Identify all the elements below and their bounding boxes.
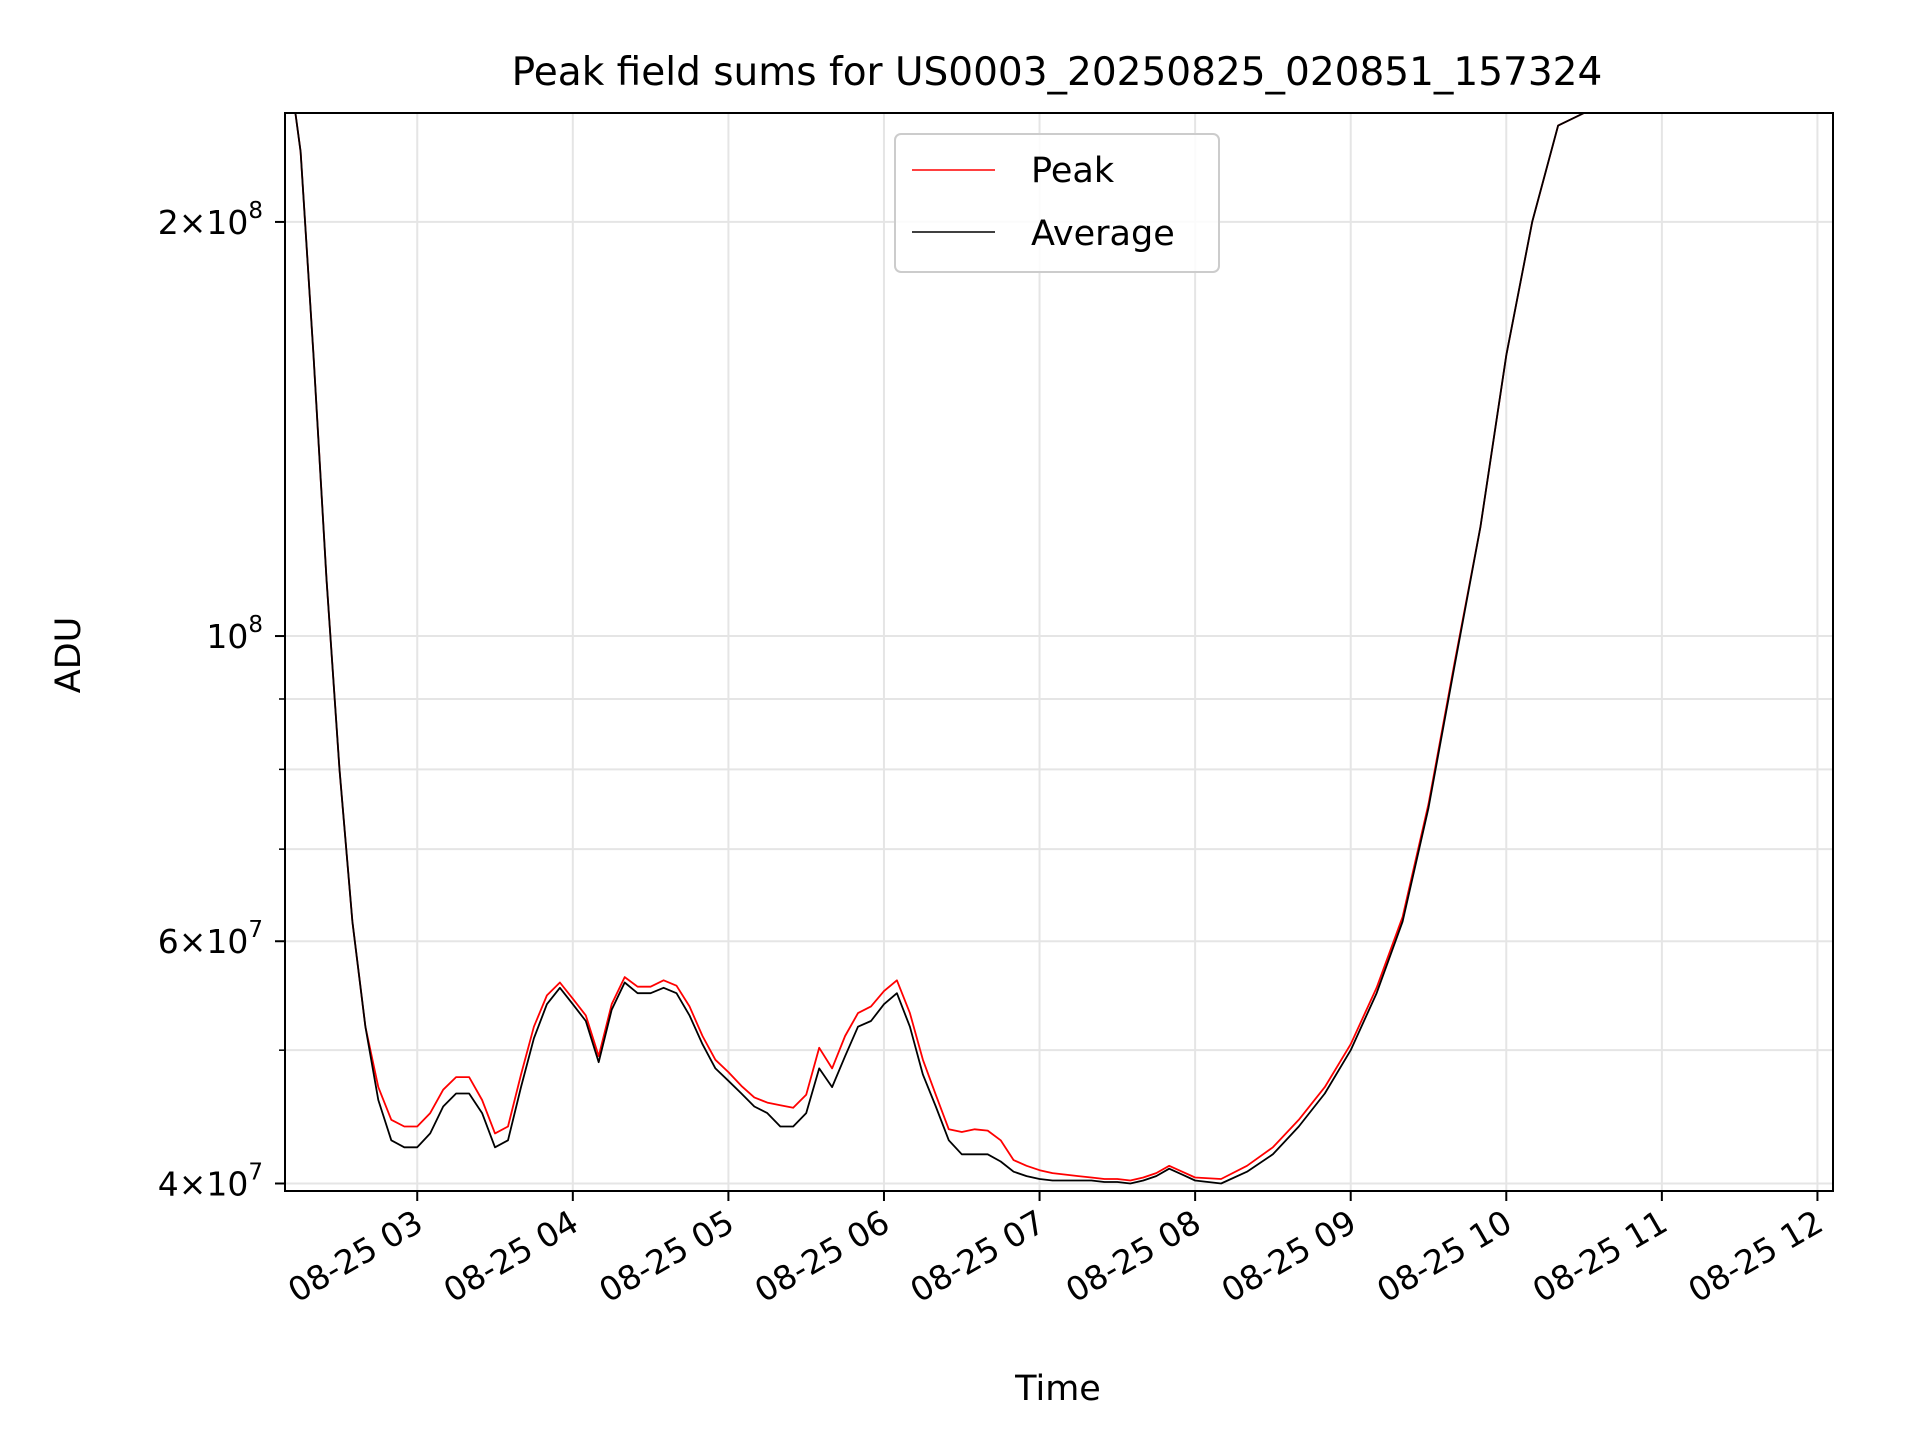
x-tick-label: 08-25 12 [1681, 1202, 1829, 1310]
legend-label-peak: Peak [1031, 151, 1115, 191]
x-tick-label: 08-25 03 [281, 1202, 429, 1310]
x-tick-label: 08-25 09 [1215, 1202, 1363, 1310]
x-tick-label: 08-25 10 [1370, 1202, 1518, 1310]
y-axis-label: ADU [49, 617, 89, 694]
x-tick-label: 08-25 06 [748, 1202, 896, 1310]
x-tick-label: 08-25 07 [904, 1202, 1052, 1310]
plot-lines [285, 113, 1585, 1185]
chart-title: Peak field sums for US0003_20250825_0208… [512, 50, 1603, 95]
x-axis-ticks: 08-25 03 08-25 04 08-25 05 08-25 06 08-25 07… [281, 1191, 1829, 1310]
legend-box [894, 133, 1220, 273]
y-tick-label: 108 [206, 612, 263, 656]
y-axis-ticks: 4×107 6×107 108 2×108 [158, 198, 285, 1203]
y-tick-label: 4×107 [158, 1159, 263, 1203]
legend: Peak Average [894, 133, 1220, 273]
x-axis-label: Time [1014, 1369, 1101, 1409]
y-tick-label: 2×108 [158, 198, 263, 242]
x-tick-label: 08-25 05 [592, 1202, 740, 1310]
series-line-peak [285, 113, 1585, 1182]
grid [285, 113, 1833, 1191]
series-line-average [285, 113, 1585, 1185]
plot-frame [284, 112, 1834, 1192]
x-tick-label: 08-25 04 [437, 1202, 585, 1310]
x-tick-label: 08-25 11 [1526, 1202, 1674, 1310]
y-tick-label: 6×107 [158, 917, 263, 961]
x-tick-label: 08-25 08 [1059, 1202, 1207, 1310]
legend-label-average: Average [1031, 214, 1175, 254]
